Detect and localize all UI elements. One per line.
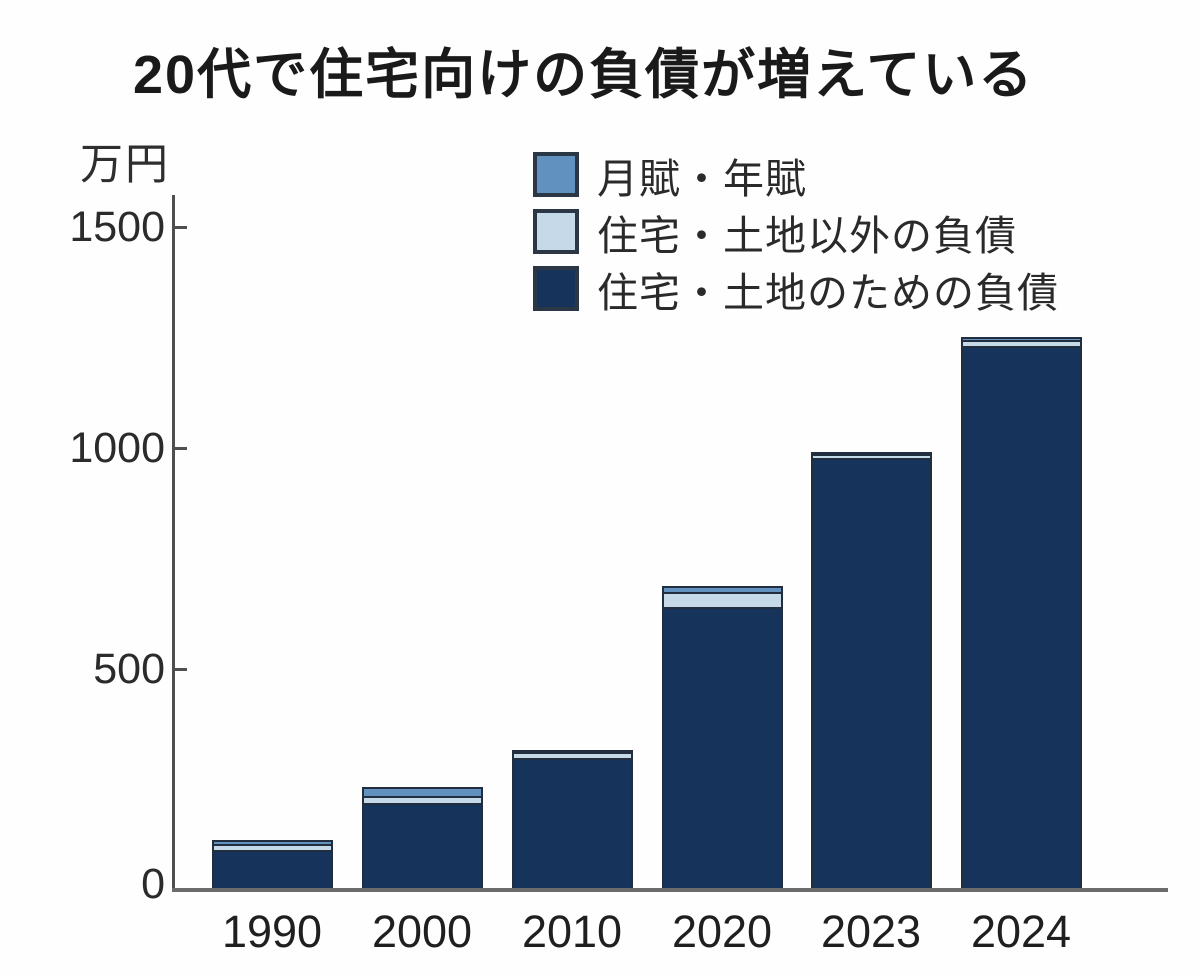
y-tick-label: 1500 (69, 203, 165, 251)
legend-swatch-monthly-annual-installments (533, 152, 579, 197)
x-axis-line (172, 888, 1168, 892)
bar-2024 (960, 337, 1082, 890)
y-tick-label: 500 (93, 645, 165, 693)
bar-segment-2020-3 (661, 606, 783, 890)
legend-swatch-non-housing-debt (533, 209, 579, 254)
legend-item-non-housing-debt: 住宅・土地以外の負債 (533, 209, 1059, 259)
bar-1990 (211, 840, 333, 890)
bar-segment-2000-3 (361, 803, 483, 890)
bar-segment-2024-3 (960, 345, 1082, 890)
y-tick-label: 1000 (69, 424, 165, 472)
y-tick-mark (173, 446, 187, 450)
x-tick-label-2000: 2000 (371, 906, 473, 957)
legend-label: 月賦・年賦 (597, 155, 807, 202)
y-axis-unit-label: 万円 (80, 141, 170, 189)
y-tick-label: 0 (141, 860, 165, 908)
legend-label: 住宅・土地のための負債 (597, 269, 1059, 316)
legend: 月賦・年賦 住宅・土地以外の負債 住宅・土地のための負債 (533, 152, 1059, 323)
x-tick-label-2010: 2010 (521, 906, 623, 957)
x-tick-label-1990: 1990 (221, 906, 323, 957)
y-tick-mark (173, 225, 187, 229)
bar-segment-1990-3 (211, 849, 333, 890)
x-tick-label-2023: 2023 (820, 906, 922, 957)
legend-swatch-housing-land-debt (533, 266, 579, 311)
bar-2010 (511, 750, 633, 890)
y-axis-line (172, 195, 175, 892)
legend-item-housing-land-debt: 住宅・土地のための負債 (533, 266, 1059, 316)
legend-item-monthly-annual-installments: 月賦・年賦 (533, 152, 1059, 202)
x-tick-label-2020: 2020 (671, 906, 773, 957)
legend-label: 住宅・土地以外の負債 (597, 212, 1017, 259)
x-tick-label-2024: 2024 (970, 906, 1072, 957)
chart-title: 20代で住宅向けの負債が増えている (133, 45, 1035, 105)
bar-2000 (361, 787, 483, 890)
bar-2020 (661, 586, 783, 890)
bar-segment-2023-3 (810, 457, 932, 890)
bar-2023 (810, 452, 932, 890)
y-tick-mark (173, 667, 187, 671)
bar-segment-2010-3 (511, 757, 633, 890)
